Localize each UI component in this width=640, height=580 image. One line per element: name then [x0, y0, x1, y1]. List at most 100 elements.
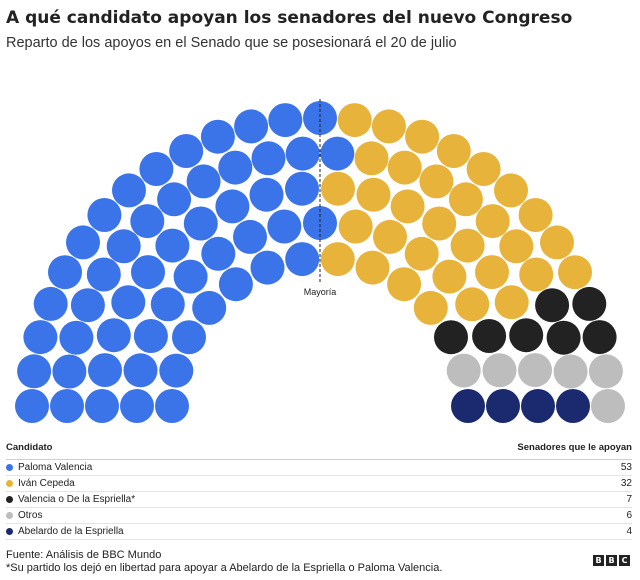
bbc-logo: B B C	[593, 555, 630, 566]
seat	[455, 287, 490, 322]
legend-row: Abelardo de la Espriella 4	[6, 524, 632, 540]
seat	[494, 285, 529, 320]
seat	[249, 177, 284, 212]
majority-label: Mayoría	[304, 287, 337, 297]
seat	[186, 164, 221, 199]
seat	[320, 136, 355, 171]
seat	[234, 109, 269, 144]
seat	[486, 389, 520, 423]
legend-value: 7	[626, 494, 632, 505]
legend-row: Valencia o De la Espriella* 7	[6, 492, 632, 508]
seat	[120, 389, 154, 423]
source-text: Fuente: Análisis de BBC Mundo	[6, 549, 162, 561]
seat	[546, 320, 581, 355]
seat	[285, 136, 320, 171]
seat	[59, 320, 94, 355]
seat	[251, 141, 286, 176]
seat	[285, 171, 319, 206]
seat	[436, 134, 471, 168]
legend-swatch	[6, 496, 13, 503]
seat	[303, 206, 337, 240]
candidate-header: Candidato	[6, 442, 53, 453]
seat	[303, 101, 337, 135]
seat	[422, 206, 457, 241]
legend-row: Otros 6	[6, 508, 632, 524]
seat	[446, 353, 481, 388]
seat	[268, 103, 303, 138]
seat	[390, 189, 425, 224]
legend-swatch	[6, 528, 13, 535]
legend-label: Paloma Valencia	[6, 462, 92, 473]
legend-swatch	[6, 464, 13, 471]
seat	[159, 353, 194, 388]
legend-header: Candidato Senadores que le apoyan	[6, 442, 632, 460]
seat	[183, 206, 218, 241]
seat	[321, 171, 355, 206]
seat	[518, 353, 552, 388]
seat	[558, 255, 592, 290]
seat	[133, 319, 168, 353]
seat	[155, 228, 190, 263]
seat	[356, 177, 391, 212]
legend-name: Paloma Valencia	[18, 462, 93, 473]
seat	[111, 285, 146, 320]
count-header: Senadores que le apoyan	[517, 442, 632, 453]
seat	[201, 236, 236, 271]
seat	[450, 228, 485, 263]
chart-subtitle: Reparto de los apoyos en el Senado que s…	[6, 35, 457, 51]
seat	[218, 150, 253, 185]
seat	[169, 134, 204, 168]
seat	[215, 189, 250, 224]
seat	[475, 255, 509, 290]
seat	[85, 389, 119, 423]
legend-name: Otros	[18, 510, 43, 521]
seat	[50, 389, 84, 423]
seat	[200, 119, 235, 154]
legend-value: 53	[620, 462, 632, 473]
seat	[355, 250, 390, 285]
seat	[123, 353, 158, 388]
seat	[320, 242, 355, 277]
logo-letter-2: B	[606, 555, 617, 566]
seat	[371, 109, 406, 144]
seat	[482, 353, 517, 388]
legend-swatch	[6, 480, 13, 487]
seat	[519, 257, 554, 292]
seat	[373, 219, 407, 254]
seat	[509, 318, 544, 353]
seat	[582, 320, 617, 355]
legend-name: Valencia o De la Espriella*	[18, 494, 136, 505]
seat	[17, 354, 52, 389]
seat	[588, 354, 623, 389]
legend-name: Iván Cepeda	[18, 478, 75, 489]
logo-letter-1: B	[593, 555, 604, 566]
seat	[66, 225, 100, 260]
seat	[33, 286, 68, 321]
seat	[591, 389, 625, 423]
seat	[387, 267, 422, 302]
seat	[172, 320, 206, 355]
legend-row: Paloma Valencia 53	[6, 460, 632, 476]
seat	[556, 389, 590, 423]
seat	[139, 152, 174, 186]
seat	[404, 236, 439, 271]
seat	[494, 173, 528, 208]
legend-value: 4	[626, 526, 632, 537]
seat	[521, 389, 555, 423]
legend-name: Abelardo de la Espriella	[18, 526, 124, 537]
seat	[130, 204, 165, 239]
seat	[535, 288, 570, 323]
seat	[87, 198, 122, 232]
seat	[451, 389, 485, 423]
seat	[475, 204, 510, 239]
seat	[338, 209, 373, 244]
seat	[499, 229, 534, 264]
logo-letter-3: C	[619, 555, 630, 566]
seat	[157, 182, 192, 217]
seat	[15, 389, 49, 423]
seat	[86, 257, 121, 292]
seat	[572, 286, 607, 321]
chart-title: A qué candidato apoyan los senadores del…	[6, 8, 573, 28]
seat	[52, 354, 87, 389]
seat	[405, 119, 440, 154]
